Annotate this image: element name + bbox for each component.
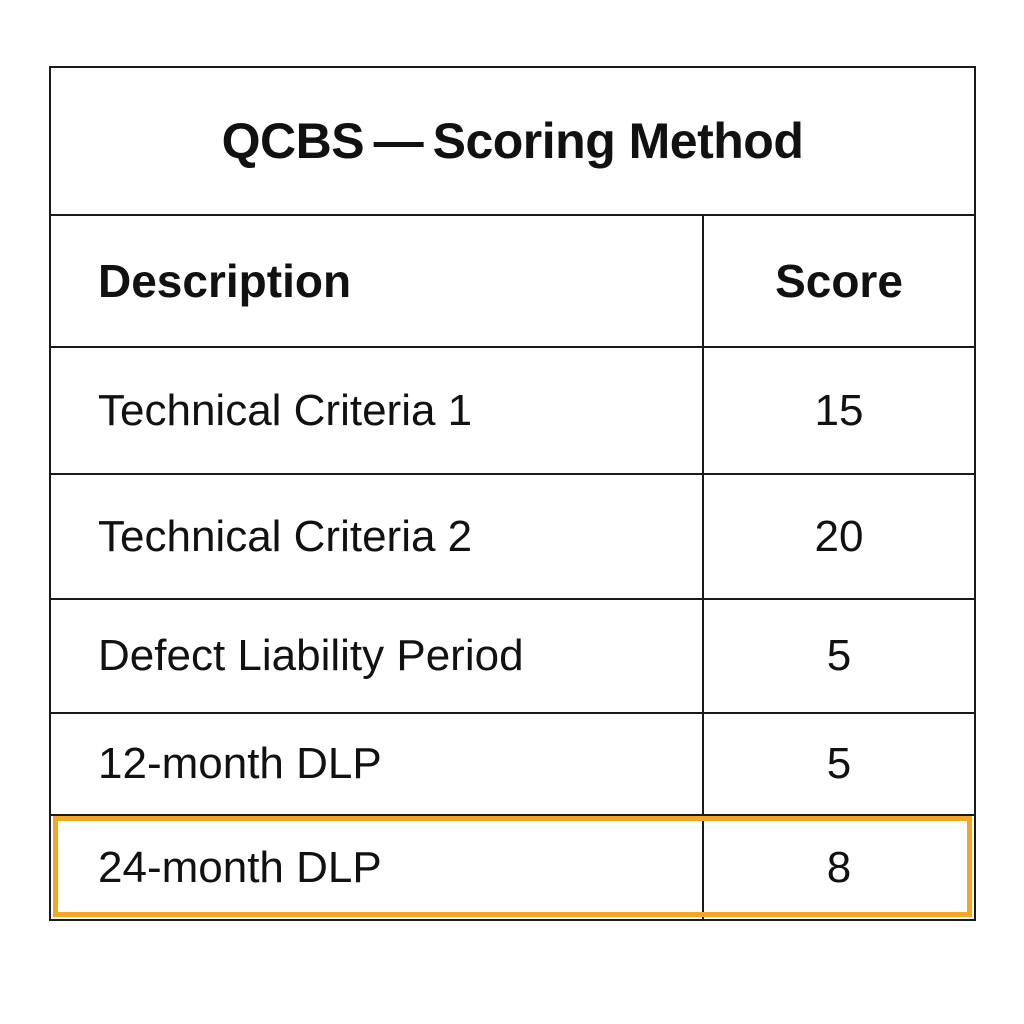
- row-description: Technical Criteria 2: [51, 475, 704, 598]
- row-score: 15: [814, 385, 864, 435]
- row-description: Technical Criteria 1: [51, 348, 704, 473]
- row-description: Defect Liability Period: [51, 600, 704, 712]
- table-row: Technical Criteria 1 15: [51, 348, 974, 475]
- row-description: 12-month DLP: [51, 714, 704, 814]
- table-title: QCBS — Scoring Method: [221, 113, 804, 169]
- header-row: Description Score: [51, 216, 974, 348]
- row-description: 24-month DLP: [51, 816, 704, 919]
- table-row: Technical Criteria 2 20: [51, 475, 974, 600]
- table-row-highlighted: 24-month DLP 8: [51, 816, 974, 919]
- table-title-row: QCBS — Scoring Method: [51, 68, 974, 216]
- column-header-score: Score: [775, 255, 903, 307]
- row-score: 20: [814, 511, 864, 561]
- row-score: 5: [826, 631, 852, 680]
- column-header-description: Description: [51, 216, 704, 346]
- table-row: 12-month DLP 5: [51, 714, 974, 816]
- scoring-table: QCBS — Scoring Method Description Score …: [49, 66, 976, 921]
- table-row: Defect Liability Period 5: [51, 600, 974, 714]
- row-score: 8: [826, 842, 852, 892]
- row-score: 5: [826, 739, 852, 788]
